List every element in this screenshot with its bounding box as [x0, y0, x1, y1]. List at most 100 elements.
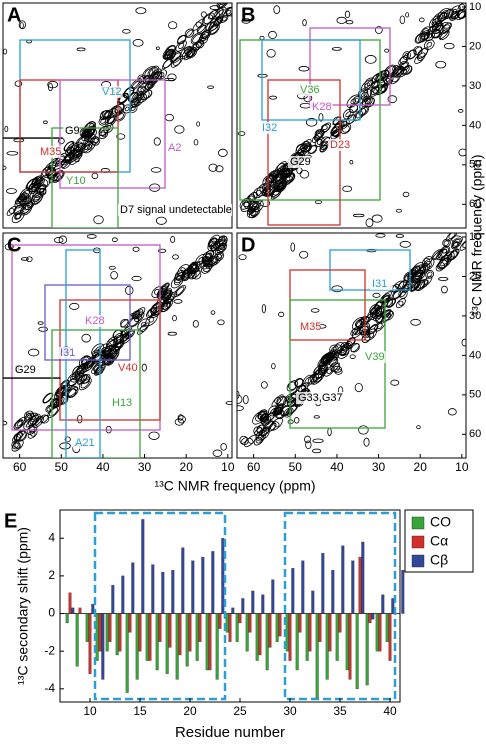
contour — [26, 202, 33, 209]
contour — [210, 310, 216, 315]
contour — [217, 319, 225, 326]
contour — [172, 254, 179, 260]
assignment-label: Y10 — [66, 175, 86, 187]
assignment-label: K28 — [85, 315, 105, 327]
legend-label: Cα — [430, 533, 448, 549]
label-bg — [64, 175, 87, 187]
y-axis-title: ¹³C NMR frequency (ppm) — [469, 154, 485, 315]
contour — [99, 110, 110, 121]
contour — [375, 306, 386, 317]
contour — [196, 121, 201, 127]
bar — [138, 613, 142, 652]
contour — [345, 111, 352, 118]
contour — [345, 20, 354, 25]
panel-letter: D — [241, 234, 255, 256]
assignment-path — [59, 299, 161, 421]
contour — [75, 149, 83, 157]
y-tick-label: 10 — [469, 231, 481, 243]
bar — [305, 613, 309, 661]
x-tick-label: 60 — [13, 460, 27, 474]
contour — [135, 7, 147, 15]
contour — [215, 165, 224, 173]
contour — [311, 371, 325, 385]
x-tick-label: 60 — [247, 460, 261, 474]
contour — [20, 201, 34, 215]
contour — [164, 44, 176, 57]
bar — [388, 613, 392, 661]
contour — [88, 137, 99, 144]
assignment-label: M35 — [40, 146, 61, 158]
y-tick-label: -2 — [44, 643, 55, 657]
contour — [438, 262, 445, 269]
y-tick-label: 40 — [469, 349, 481, 361]
contour — [81, 333, 91, 343]
contour — [52, 156, 66, 170]
contour — [438, 276, 449, 281]
contour — [435, 60, 447, 69]
contour — [218, 7, 224, 16]
contour — [362, 330, 369, 337]
contour — [260, 381, 268, 389]
contour — [432, 12, 446, 26]
bar — [278, 613, 282, 637]
contour — [159, 71, 165, 78]
contour — [156, 290, 166, 299]
contour — [105, 338, 118, 352]
contour — [177, 415, 186, 424]
contour — [172, 315, 177, 322]
contour — [380, 69, 390, 79]
contour — [209, 242, 216, 250]
bar — [301, 560, 305, 614]
contour — [47, 82, 53, 92]
contour — [18, 20, 26, 30]
contour — [438, 255, 452, 269]
contour — [260, 430, 267, 438]
contour — [417, 55, 423, 61]
contour — [443, 239, 450, 246]
contour — [427, 33, 433, 39]
x-tick-label: 25 — [233, 704, 247, 718]
contour — [207, 240, 218, 252]
contour — [329, 344, 339, 354]
bar — [111, 585, 115, 614]
contour — [167, 331, 177, 336]
contour — [100, 131, 107, 138]
contour — [363, 437, 370, 447]
assignment-path — [51, 127, 119, 228]
contour — [67, 148, 72, 156]
contour — [217, 243, 227, 252]
assignment-label: V12 — [102, 86, 122, 98]
contour — [174, 418, 184, 426]
contour — [410, 269, 424, 283]
contour — [77, 414, 83, 424]
x-tick-label: 15 — [133, 704, 147, 718]
bar — [265, 613, 269, 671]
contour — [237, 394, 243, 404]
contour — [14, 442, 21, 449]
contour — [40, 179, 49, 187]
contour — [426, 41, 433, 48]
legend-label: Cβ — [430, 552, 448, 568]
x-tick-label: 50 — [289, 460, 303, 474]
contour — [257, 409, 268, 420]
contour — [143, 76, 150, 82]
x-tick-label: 40 — [330, 460, 344, 474]
contour — [339, 346, 349, 356]
contour — [299, 169, 310, 179]
contour — [349, 354, 356, 359]
bar — [161, 571, 165, 614]
contour — [6, 151, 19, 156]
contour — [165, 45, 176, 56]
contour — [161, 57, 174, 70]
x-tick-label: 50 — [55, 460, 69, 474]
bar — [238, 613, 242, 624]
contour — [274, 180, 284, 190]
bar — [321, 553, 325, 614]
contour — [192, 270, 201, 279]
contour — [396, 68, 403, 75]
contour — [91, 172, 99, 180]
contour — [120, 319, 129, 328]
contour — [358, 425, 369, 435]
contour — [208, 163, 218, 172]
